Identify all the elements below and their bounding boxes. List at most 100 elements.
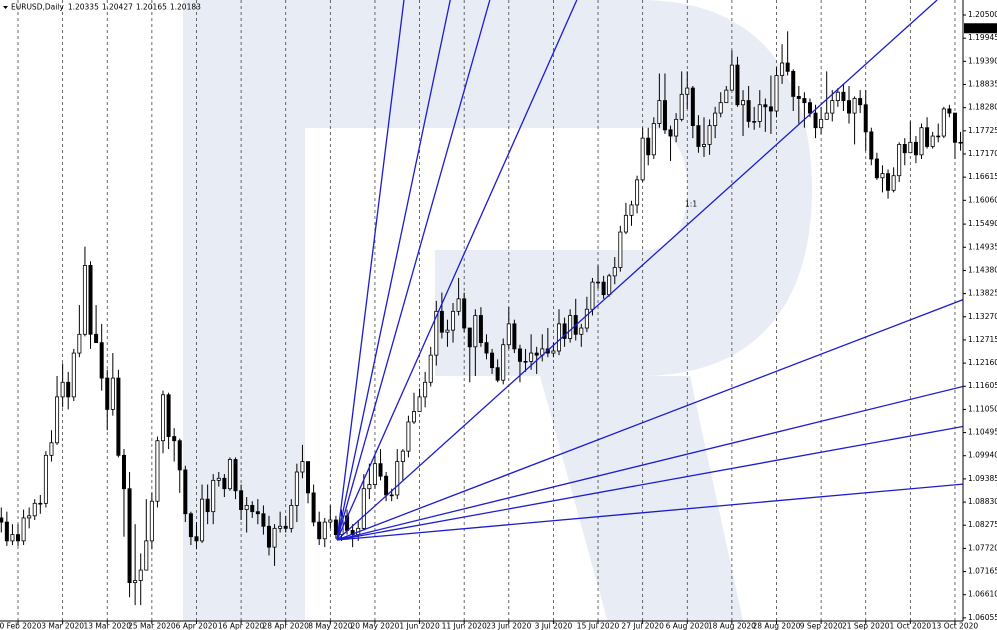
candle-body xyxy=(272,527,277,548)
candle-body xyxy=(250,504,255,513)
bid-label: 1.20183 xyxy=(967,23,997,32)
candle-body xyxy=(529,352,534,362)
candle-body xyxy=(925,127,930,147)
candle-body xyxy=(701,143,706,147)
candle-body xyxy=(278,525,283,529)
candle-body xyxy=(155,440,160,502)
y-tick-label: 1.11050 xyxy=(968,404,997,413)
candle-body xyxy=(127,488,132,584)
candle-body xyxy=(741,100,746,106)
candle-body xyxy=(27,515,32,519)
candle-body xyxy=(752,121,757,123)
candle-body xyxy=(506,323,511,346)
candle-body xyxy=(607,275,612,296)
x-tick-label: 13 Mar 2020 xyxy=(83,622,131,630)
candle-body xyxy=(239,490,244,510)
candle-body xyxy=(227,459,232,490)
candle-body xyxy=(38,502,43,505)
candle-body xyxy=(261,513,266,527)
candle-body xyxy=(456,298,461,312)
y-tick-label: 1.09385 xyxy=(968,474,997,483)
x-tick-label: 28 Aug 2020 xyxy=(752,622,800,630)
candle-body xyxy=(116,377,121,456)
candle-body xyxy=(66,381,71,398)
candle-body xyxy=(501,344,506,381)
y-tick-label: 1.14380 xyxy=(968,265,997,274)
y-tick-label: 1.10495 xyxy=(968,428,997,437)
candle-body xyxy=(82,265,87,335)
candle-body xyxy=(813,112,818,129)
x-tick-label: 13 Oct 2020 xyxy=(932,622,979,630)
gann-fan: 1:1 xyxy=(336,0,963,541)
candle-body xyxy=(255,511,260,515)
y-tick-label: 1.07165 xyxy=(968,567,997,576)
candle-body xyxy=(71,352,76,398)
x-tick-label: 11 Jun 2020 xyxy=(442,622,487,630)
candle-body xyxy=(389,494,394,497)
candle-body xyxy=(445,329,450,333)
candle-body xyxy=(623,214,628,233)
candle-body xyxy=(55,396,60,444)
candle-body xyxy=(4,521,9,542)
header: EURUSD,Daily 1.20335 1.20427 1.20165 1.20183 xyxy=(11,3,201,12)
candle-body xyxy=(467,327,472,348)
fan-line xyxy=(336,0,405,541)
candle-body xyxy=(32,502,37,517)
y-tick-label: 1.14935 xyxy=(968,242,997,251)
candle-body xyxy=(807,102,812,114)
candle-body xyxy=(534,352,539,356)
candle-body xyxy=(579,327,584,335)
candle-body xyxy=(289,504,294,529)
candle-body xyxy=(183,469,188,515)
candle-body xyxy=(417,396,422,412)
candle-body xyxy=(105,377,110,410)
candle-body xyxy=(936,135,941,138)
candle-body xyxy=(233,459,238,492)
candle-body xyxy=(841,91,846,101)
candle-body xyxy=(774,75,779,112)
candle-body xyxy=(200,498,205,542)
fan-line xyxy=(336,0,491,541)
x-tick-label: 16 Apr 2020 xyxy=(218,622,265,630)
candle-body xyxy=(434,310,439,356)
candle-body xyxy=(328,519,333,523)
candle-body xyxy=(523,361,528,363)
candle-body xyxy=(222,477,227,490)
candle-body xyxy=(768,106,773,112)
candle-body xyxy=(473,315,478,348)
candle-body xyxy=(713,112,718,127)
x-tick-label: 9 Sep 2020 xyxy=(800,622,843,630)
candle-body xyxy=(724,89,729,104)
candle-body xyxy=(317,521,322,540)
candle-body xyxy=(211,479,216,513)
fan-line xyxy=(336,483,963,541)
fan-line xyxy=(336,385,963,541)
candle-body xyxy=(556,323,561,352)
candle-body xyxy=(266,525,271,548)
candle-body xyxy=(133,580,138,584)
candle-body xyxy=(640,137,645,181)
candle-body xyxy=(618,231,623,268)
candle-body xyxy=(746,100,751,122)
candle-body xyxy=(478,315,483,344)
x-tick-label: 15 Jul 2020 xyxy=(577,622,620,630)
candle-body xyxy=(707,125,712,145)
candle-body xyxy=(763,104,768,108)
candle-body xyxy=(400,450,405,462)
plot xyxy=(0,31,963,606)
watermark xyxy=(183,0,812,621)
candle-body xyxy=(685,87,690,95)
y-tick-label: 1.09940 xyxy=(968,451,997,460)
candle-body xyxy=(283,525,288,529)
x-tick-label: 6 Apr 2020 xyxy=(176,622,218,630)
menu-triangle xyxy=(3,6,8,9)
candle-body xyxy=(188,513,193,538)
fan-label: 1:1 xyxy=(685,199,697,208)
candle-body xyxy=(306,461,311,494)
candle-body xyxy=(439,310,444,333)
candle-body xyxy=(869,131,874,160)
candle-body xyxy=(551,350,556,354)
candle-body xyxy=(780,62,785,76)
header-high: 1.20427 xyxy=(102,3,133,12)
